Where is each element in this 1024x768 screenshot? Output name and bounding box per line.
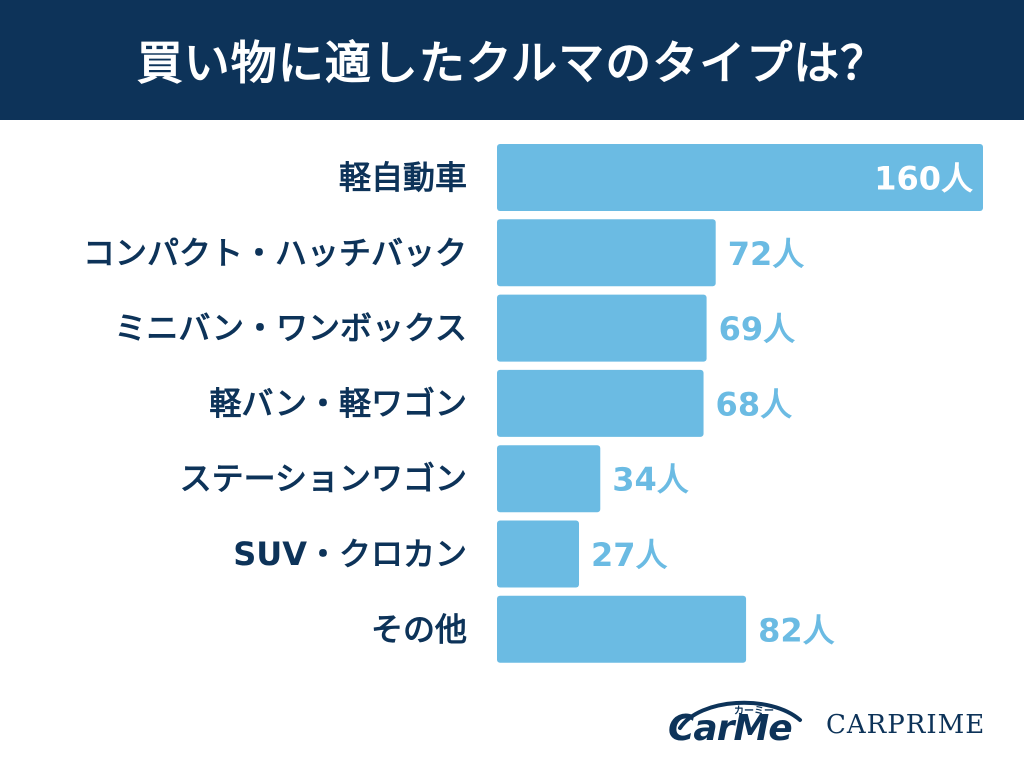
carme-swoosh-icon — [678, 700, 802, 730]
carme-kana-logo: カーミー — [734, 706, 774, 717]
bar-4 — [497, 445, 601, 513]
category-label-5: SUV・クロカン — [233, 535, 467, 573]
bar-0 — [497, 144, 983, 211]
bar-6 — [497, 595, 747, 663]
value-label-4: 34人 — [612, 461, 689, 499]
bar-5 — [497, 520, 580, 588]
page-title: 買い物に適したクルマのタイプは？ — [136, 36, 888, 90]
value-label-2: 69人 — [719, 310, 796, 348]
bar-1 — [497, 219, 716, 287]
bar-3 — [497, 369, 704, 437]
category-label-1: コンパクト・ハッチバック — [83, 234, 467, 272]
value-label-5: 27人 — [591, 536, 668, 574]
value-label-6: 82人 — [758, 611, 835, 649]
bar-2 — [497, 294, 707, 362]
category-label-4: ステーションワゴン — [180, 460, 467, 498]
value-label-3: 68人 — [716, 385, 793, 423]
carprime-logo: CARPRIME — [826, 710, 986, 740]
category-label-2: ミニバン・ワンボックス — [114, 309, 467, 347]
category-label-3: 軽バン・軽ワゴン — [209, 384, 467, 422]
logo-area: カーミー CarMe CARPRIME — [660, 688, 1000, 758]
category-label-0: 軽自動車 — [339, 159, 467, 197]
category-label-6: その他 — [371, 610, 467, 648]
value-label-1: 72人 — [728, 235, 805, 273]
header-banner: 買い物に適したクルマのタイプは？ — [0, 0, 1024, 120]
carme-logo: CarMe — [668, 708, 793, 749]
value-label-0: 160人 — [874, 160, 973, 198]
